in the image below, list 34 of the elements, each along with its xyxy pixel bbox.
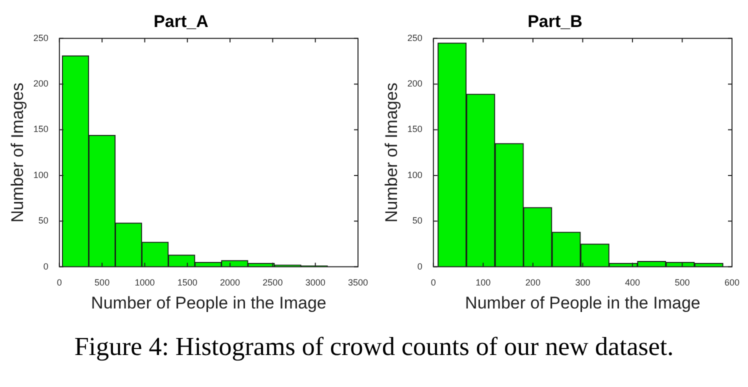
- y-tick-label: 250: [407, 32, 422, 43]
- x-tick-label: 300: [575, 278, 590, 288]
- x-tick-label: 1000: [134, 278, 155, 288]
- x-axis-title: Number of People in the Image: [91, 293, 326, 312]
- y-tick-label: 150: [33, 124, 48, 134]
- x-tick-label: 400: [624, 278, 640, 288]
- y-tick-label: 100: [407, 170, 422, 180]
- x-tick-label: 3500: [348, 278, 368, 288]
- x-tick-label: 2000: [220, 278, 240, 288]
- x-tick-label: 3000: [305, 278, 326, 288]
- x-tick-label: 200: [525, 278, 540, 288]
- chart-title: Part_B: [528, 12, 582, 31]
- y-tick-label: 50: [38, 216, 48, 226]
- y-tick-label: 150: [407, 124, 422, 134]
- y-axis-title: Number of Images: [8, 82, 27, 223]
- y-tick-label: 0: [417, 261, 422, 272]
- y-axis-title: Number of Images: [382, 82, 401, 223]
- chart-title: Part_A: [154, 12, 208, 31]
- y-tick-label: 200: [407, 78, 422, 89]
- y-tick-label: 50: [412, 216, 422, 226]
- x-axis-title: Number of People in the Image: [465, 293, 700, 312]
- x-tick-label: 500: [674, 278, 690, 288]
- y-tick-label: 250: [33, 32, 48, 43]
- y-tick-label: 200: [33, 78, 48, 89]
- x-tick-label: 100: [476, 278, 491, 288]
- x-tick-label: 0: [56, 278, 62, 288]
- x-tick-label: 2500: [262, 278, 283, 288]
- y-tick-label: 100: [33, 170, 48, 180]
- y-tick-label: 0: [43, 261, 48, 272]
- x-tick-label: 600: [724, 278, 740, 288]
- caption: Figure 4: Histograms of crowd counts of our new dataset.: [73, 332, 675, 362]
- x-tick-label: 0: [430, 278, 436, 288]
- x-tick-label: 500: [94, 278, 110, 288]
- x-tick-label: 1500: [177, 278, 198, 288]
